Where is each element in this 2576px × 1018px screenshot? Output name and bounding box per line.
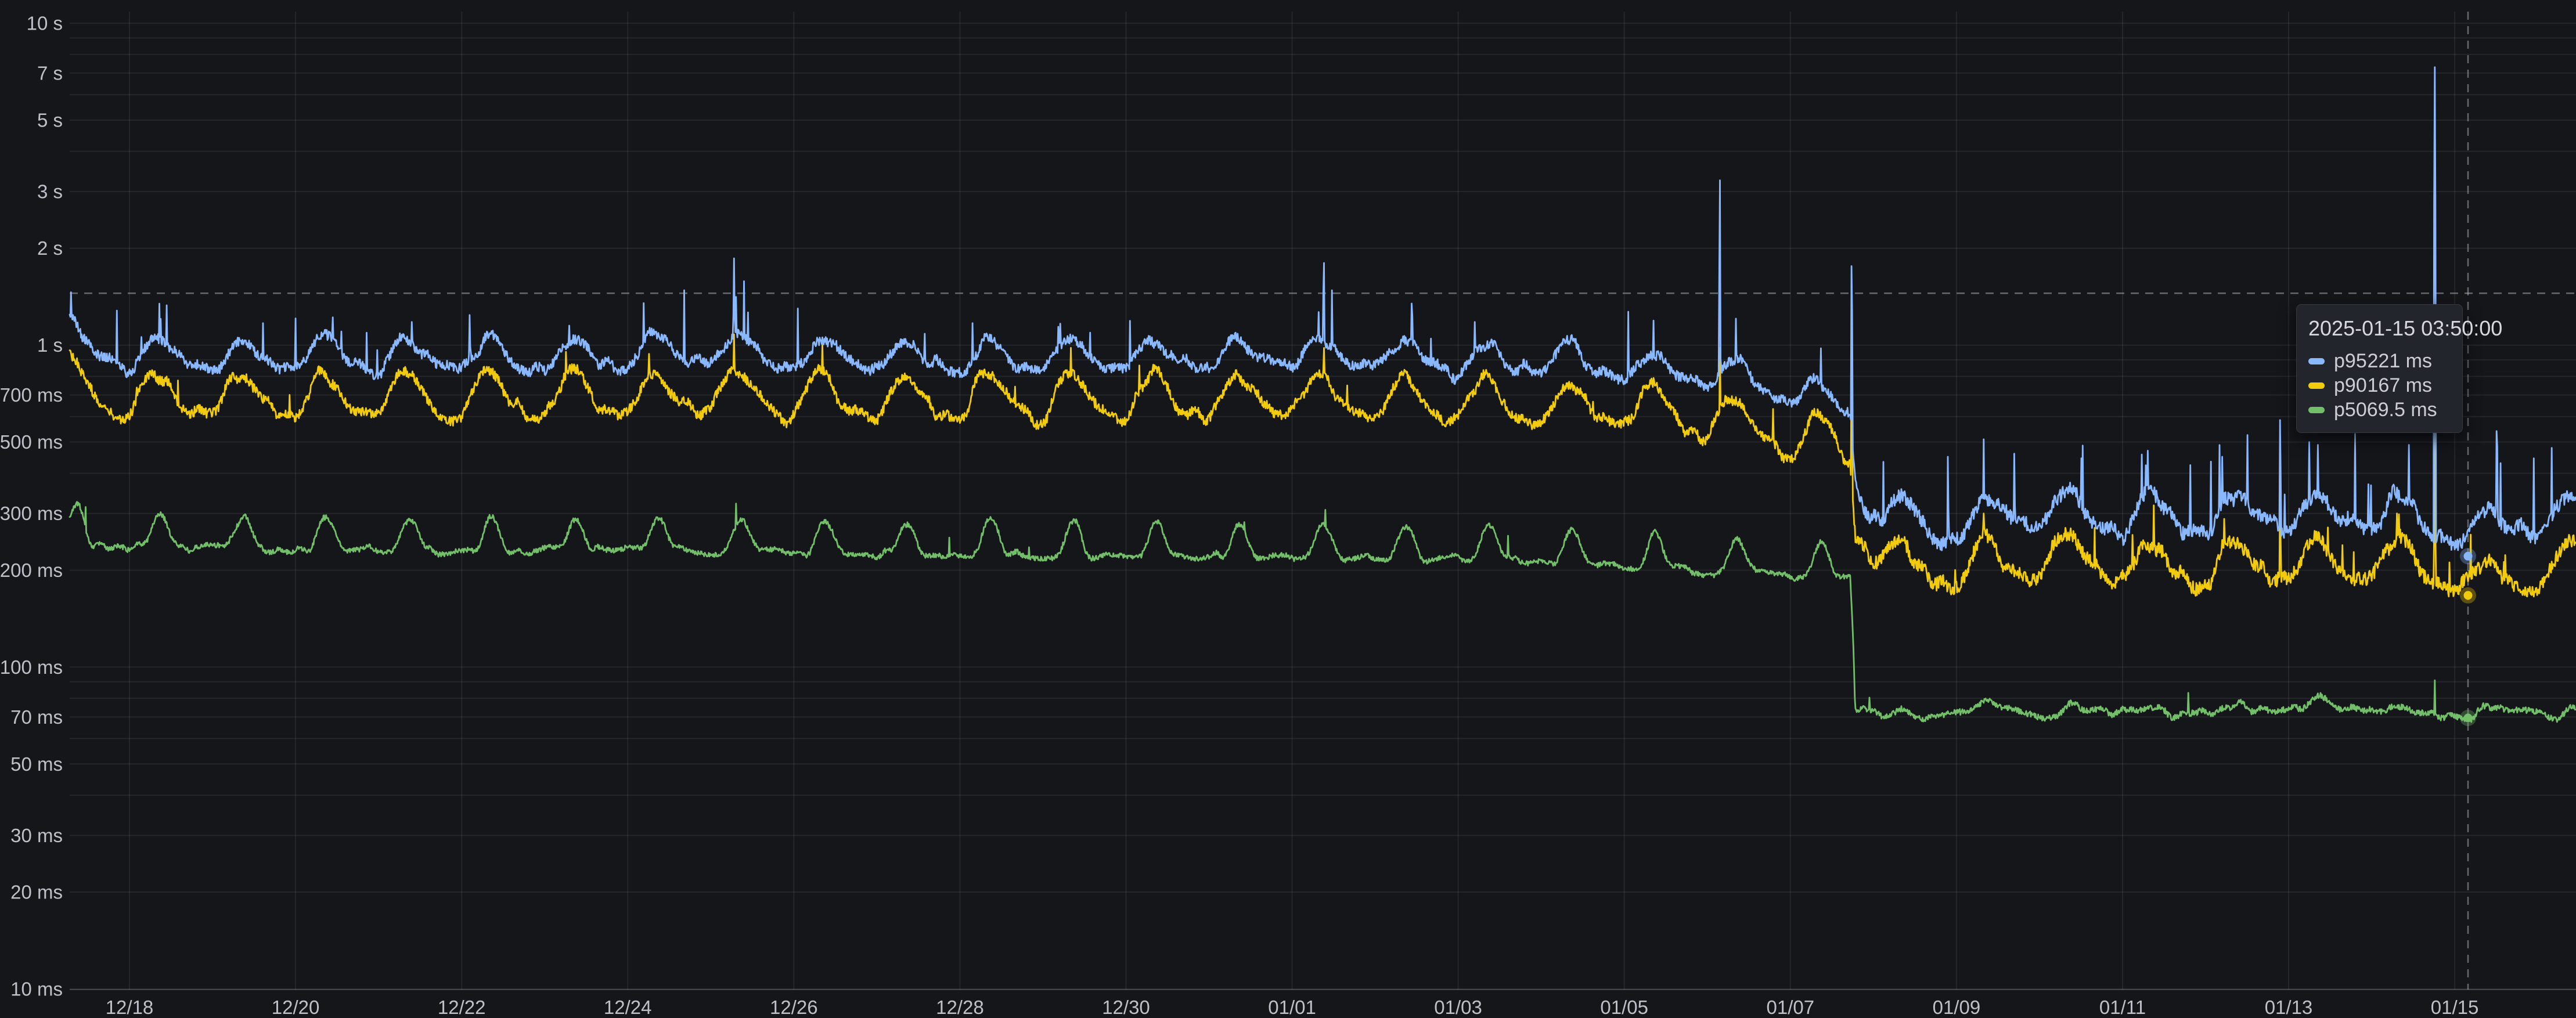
x-tick-label: 01/13 xyxy=(2265,997,2313,1018)
x-tick-label: 01/15 xyxy=(2431,997,2479,1018)
series-color-pill xyxy=(2308,358,2325,364)
series-line-p90 xyxy=(69,333,2576,598)
hover-markers xyxy=(2460,548,2476,726)
y-tick-label: 700 ms xyxy=(0,384,63,406)
tooltip-series-row: p90 167 ms xyxy=(2308,373,2449,398)
x-tick-label: 01/01 xyxy=(1268,997,1316,1018)
series-line-p95 xyxy=(69,66,2576,551)
y-tick-label: 10 s xyxy=(27,13,63,34)
tooltip-series-value: 167 ms xyxy=(2367,374,2433,396)
y-tick-label: 30 ms xyxy=(10,825,63,846)
y-tick-label: 300 ms xyxy=(0,503,63,524)
x-tick-label: 01/11 xyxy=(2099,997,2146,1018)
y-tick-label: 200 ms xyxy=(0,559,63,581)
crosshair xyxy=(70,12,2576,990)
y-tick-label: 20 ms xyxy=(10,882,63,903)
tooltip-series-label: p95 xyxy=(2334,349,2367,372)
x-tick-label: 12/24 xyxy=(604,997,652,1018)
tooltip-rows: p95 221 ms p90 167 ms p50 69.5 ms xyxy=(2308,349,2449,422)
x-tick-label: 01/07 xyxy=(1767,997,1815,1018)
tooltip-series-row: p50 69.5 ms xyxy=(2308,398,2449,422)
tooltip-series-label: p50 xyxy=(2334,398,2367,421)
y-tick-label: 10 ms xyxy=(10,979,63,1000)
series-lines xyxy=(69,66,2576,723)
y-tick-label: 1 s xyxy=(37,334,63,356)
y-tick-label: 50 ms xyxy=(10,753,63,775)
y-tick-label: 7 s xyxy=(37,62,63,84)
x-tick-label: 12/30 xyxy=(1102,997,1150,1018)
x-tick-label: 12/22 xyxy=(438,997,486,1018)
y-tick-label: 5 s xyxy=(37,110,63,131)
series-color-pill xyxy=(2308,406,2325,413)
x-tick-label: 12/18 xyxy=(106,997,154,1018)
x-tick-label: 12/20 xyxy=(272,997,320,1018)
y-tick-label: 3 s xyxy=(37,181,63,203)
tooltip: 2025-01-15 03:50:00 p95 221 ms p90 167 ms p5… xyxy=(2296,304,2503,433)
series-line-p50 xyxy=(69,501,2576,723)
axis-labels: 10 s 7 s 5 s 3 s 2 s 1 s 700 ms 500 ms 300 ms 200… xyxy=(0,13,2478,1018)
y-tick-label: 500 ms xyxy=(0,431,63,453)
x-tick-label: 12/26 xyxy=(770,997,818,1018)
y-tick-label: 2 s xyxy=(37,237,63,259)
y-tick-label: 70 ms xyxy=(10,706,63,728)
tooltip-series-value: 221 ms xyxy=(2367,349,2433,372)
grid-lines xyxy=(70,12,2576,990)
tooltip-series-label: p90 xyxy=(2334,374,2367,396)
tooltip-timestamp: 2025-01-15 03:50:00 xyxy=(2308,316,2503,340)
x-tick-label: 01/09 xyxy=(1933,997,1981,1018)
hover-marker-p50 xyxy=(2463,713,2473,723)
x-tick-label: 12/28 xyxy=(936,997,984,1018)
series-color-pill xyxy=(2308,382,2325,389)
tooltip-series-row: p95 221 ms xyxy=(2308,349,2449,373)
hover-marker-p95 xyxy=(2463,551,2473,561)
hover-marker-p90 xyxy=(2463,591,2473,600)
x-tick-label: 01/03 xyxy=(1434,997,1482,1018)
x-tick-label: 01/05 xyxy=(1600,997,1648,1018)
tooltip-series-value: 69.5 ms xyxy=(2366,398,2437,421)
y-tick-label: 100 ms xyxy=(0,656,63,678)
